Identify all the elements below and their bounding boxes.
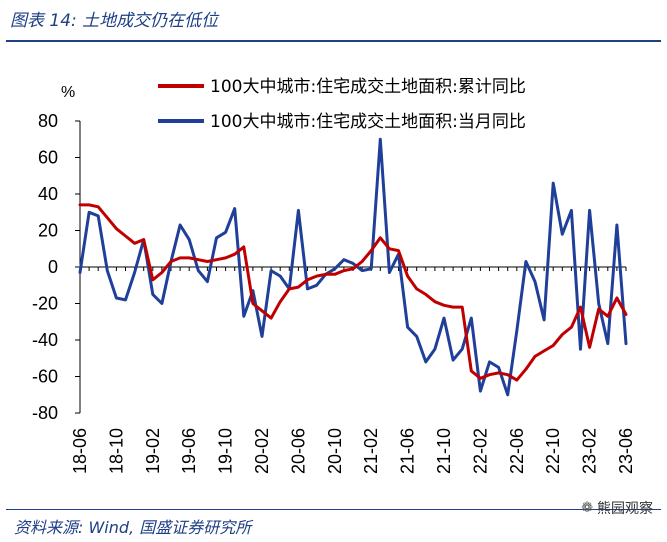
x-tick-label: 22-02: [470, 428, 490, 474]
y-tick-label: -60: [32, 367, 58, 387]
wechat-icon: ❁: [581, 500, 593, 516]
footer-rule: [6, 509, 661, 510]
x-tick-label: 23-02: [580, 428, 600, 474]
x-tick-label: 21-06: [398, 428, 418, 474]
x-tick-label: 19-10: [216, 428, 236, 474]
figure-title: 图表 14: 土地成交仍在低位: [10, 11, 219, 31]
chart-legend: 100大中城市:住宅成交土地面积:累计同比 100大中城市:住宅成交土地面积:当月…: [158, 77, 526, 132]
x-tick-label: 21-10: [434, 428, 454, 474]
y-tick-label: -80: [32, 403, 58, 423]
line-chart: 100大中城市:住宅成交土地面积:累计同比 100大中城市:住宅成交土地面积:当月…: [32, 77, 636, 474]
series-lines: [78, 137, 628, 397]
x-tick-label: 21-02: [361, 428, 381, 474]
x-tick-label: 18-10: [106, 428, 126, 474]
y-tick-label: 40: [38, 184, 58, 204]
y-tick-label: 60: [38, 148, 58, 168]
x-tick-label: 22-10: [543, 428, 563, 474]
x-tick-label: 23-06: [616, 428, 636, 474]
source-note: 资料来源: Wind, 国盛证券研究所: [14, 518, 252, 537]
y-tick-label: 80: [38, 111, 58, 131]
watermark-text: 熊园观察: [597, 501, 653, 517]
x-tick-label: 20-06: [288, 428, 308, 474]
watermark: ❁ 熊园观察: [581, 498, 653, 518]
x-tick-label: 20-10: [325, 428, 345, 474]
x-tick-label: 22-06: [507, 428, 527, 474]
x-tick-label: 20-02: [252, 428, 272, 474]
y-tick-label: -20: [32, 294, 58, 314]
y-tick-label: -40: [32, 330, 58, 350]
title-rule: [6, 40, 661, 42]
y-tick-label: 20: [38, 221, 58, 241]
y-axis: -80 -60 -40 -20 0 20 40 60 80: [32, 111, 81, 423]
legend-label: 100大中城市:住宅成交土地面积:累计同比: [210, 77, 526, 97]
legend-label: 100大中城市:住宅成交土地面积:当月同比: [210, 112, 526, 132]
x-tick-label: 18-06: [70, 428, 90, 474]
series-line-1: [78, 203, 628, 382]
y-axis-label: %: [61, 84, 75, 101]
x-axis: 18-06 18-10 19-02 19-06 19-10 20-02 20-06 20-10…: [70, 266, 636, 474]
y-tick-label: 0: [48, 257, 58, 277]
x-tick-label: 19-06: [179, 428, 199, 474]
x-tick-label: 19-02: [143, 428, 163, 474]
